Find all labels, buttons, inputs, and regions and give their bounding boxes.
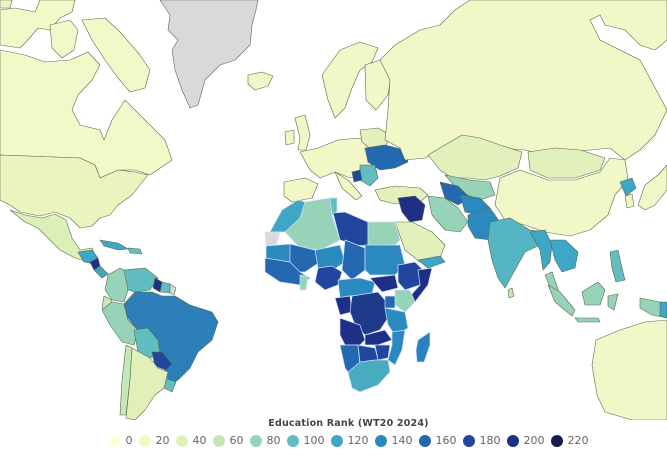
region-south-africa[interactable] bbox=[347, 359, 391, 393]
legend-label: 180 bbox=[479, 434, 501, 447]
legend-item-100[interactable]: 100 bbox=[286, 434, 325, 447]
region-egypt[interactable] bbox=[367, 221, 401, 247]
region-southeast-asia[interactable] bbox=[549, 239, 579, 273]
region-alaska[interactable] bbox=[0, 0, 13, 9]
legend-label: 60 bbox=[229, 434, 244, 447]
region-yemen[interactable] bbox=[417, 255, 446, 269]
region-nigeria[interactable] bbox=[314, 265, 343, 291]
region-japan[interactable] bbox=[637, 164, 667, 211]
legend-item-140[interactable]: 140 bbox=[374, 434, 413, 447]
region-australia[interactable] bbox=[591, 319, 667, 420]
legend-item-60[interactable]: 60 bbox=[212, 434, 244, 447]
region-iberia[interactable] bbox=[283, 177, 319, 203]
region-ireland[interactable] bbox=[284, 129, 295, 146]
region-mongolia[interactable] bbox=[527, 147, 606, 179]
region-argentina[interactable] bbox=[125, 347, 169, 420]
legend-label: 40 bbox=[192, 434, 207, 447]
region-costa-rica[interactable] bbox=[93, 265, 109, 279]
region-zambia[interactable] bbox=[364, 329, 393, 346]
legend-swatch bbox=[286, 434, 299, 447]
legend-label: 80 bbox=[266, 434, 281, 447]
legend-label: 160 bbox=[435, 434, 457, 447]
region-south-sudan[interactable] bbox=[369, 274, 399, 293]
region-scandinavia[interactable] bbox=[321, 41, 379, 119]
region-balkans[interactable] bbox=[359, 164, 379, 187]
legend-swatch bbox=[330, 434, 343, 447]
region-sri-lanka[interactable] bbox=[507, 287, 515, 299]
region-gabon-congo[interactable] bbox=[334, 295, 353, 316]
region-mozambique[interactable] bbox=[387, 329, 406, 366]
region-canada-islands-2[interactable] bbox=[49, 17, 151, 93]
region-french-guiana[interactable] bbox=[169, 283, 177, 296]
region-ukraine[interactable] bbox=[364, 144, 409, 171]
region-borneo[interactable] bbox=[581, 281, 606, 306]
region-png[interactable] bbox=[659, 301, 667, 319]
region-usa[interactable] bbox=[0, 154, 149, 229]
legend-swatch bbox=[550, 434, 563, 447]
region-iran[interactable] bbox=[427, 195, 469, 233]
region-greenland[interactable] bbox=[159, 0, 259, 109]
legend-label: 220 bbox=[567, 434, 589, 447]
region-drc[interactable] bbox=[349, 291, 389, 336]
legend-title: Education Rank (WT20 2024) bbox=[268, 418, 429, 429]
region-serbia-area[interactable] bbox=[351, 169, 363, 183]
legend-item-120[interactable]: 120 bbox=[330, 434, 369, 447]
region-tunisia[interactable] bbox=[329, 197, 338, 216]
legend-item-0[interactable]: 0 bbox=[108, 434, 133, 447]
legend-item-80[interactable]: 80 bbox=[249, 434, 281, 447]
region-iceland[interactable] bbox=[247, 71, 274, 91]
region-italy[interactable] bbox=[334, 171, 363, 201]
legend-label: 0 bbox=[125, 434, 133, 447]
region-sulawesi[interactable] bbox=[607, 293, 619, 311]
region-madagascar[interactable] bbox=[415, 331, 431, 363]
legend-label: 20 bbox=[155, 434, 170, 447]
region-south-korea[interactable] bbox=[624, 193, 635, 209]
legend-item-220[interactable]: 220 bbox=[550, 434, 589, 447]
region-russia[interactable] bbox=[379, 0, 667, 161]
region-iraq-syria[interactable] bbox=[397, 195, 426, 223]
region-western-sahara[interactable] bbox=[264, 231, 281, 247]
legend-swatch bbox=[374, 434, 387, 447]
region-venezuela[interactable] bbox=[123, 267, 159, 293]
legend-item-160[interactable]: 160 bbox=[418, 434, 457, 447]
legend-label: 120 bbox=[347, 434, 369, 447]
legend-item-40[interactable]: 40 bbox=[175, 434, 207, 447]
region-philippines[interactable] bbox=[609, 249, 626, 283]
legend-swatch bbox=[418, 434, 431, 447]
region-sumatra[interactable] bbox=[547, 284, 576, 317]
region-uganda-rwanda[interactable] bbox=[384, 295, 396, 309]
region-java[interactable] bbox=[574, 317, 601, 323]
region-uk[interactable] bbox=[294, 114, 311, 151]
legend-swatch bbox=[506, 434, 519, 447]
region-india[interactable] bbox=[487, 217, 546, 289]
region-ghana[interactable] bbox=[299, 274, 309, 291]
region-suriname[interactable] bbox=[159, 281, 171, 294]
region-chad[interactable] bbox=[341, 239, 366, 281]
legend-label: 140 bbox=[391, 434, 413, 447]
legend-swatch bbox=[462, 434, 475, 447]
legend-swatch bbox=[212, 434, 225, 447]
legend-swatch bbox=[249, 434, 262, 447]
world-choropleth-map bbox=[0, 0, 667, 420]
region-hispaniola[interactable] bbox=[127, 247, 143, 255]
legend-swatch bbox=[138, 434, 151, 447]
legend-items: 0 20 40 60 80 100 120 140 160 180 200 22… bbox=[30, 434, 667, 447]
region-canada-islands[interactable] bbox=[0, 0, 76, 49]
region-niger[interactable] bbox=[314, 244, 346, 273]
map-legend: Education Rank (WT20 2024) 0 20 40 60 80… bbox=[0, 418, 667, 447]
legend-swatch bbox=[175, 434, 188, 447]
region-myanmar[interactable] bbox=[529, 229, 553, 271]
legend-item-200[interactable]: 200 bbox=[506, 434, 545, 447]
region-north-korea[interactable] bbox=[619, 177, 637, 197]
region-cuba[interactable] bbox=[99, 239, 129, 251]
legend-label: 100 bbox=[303, 434, 325, 447]
region-saudi-arabia[interactable] bbox=[394, 221, 446, 263]
region-colombia[interactable] bbox=[104, 267, 129, 303]
legend-swatch bbox=[108, 434, 121, 447]
legend-item-20[interactable]: 20 bbox=[138, 434, 170, 447]
legend-item-180[interactable]: 180 bbox=[462, 434, 501, 447]
legend-label: 200 bbox=[523, 434, 545, 447]
